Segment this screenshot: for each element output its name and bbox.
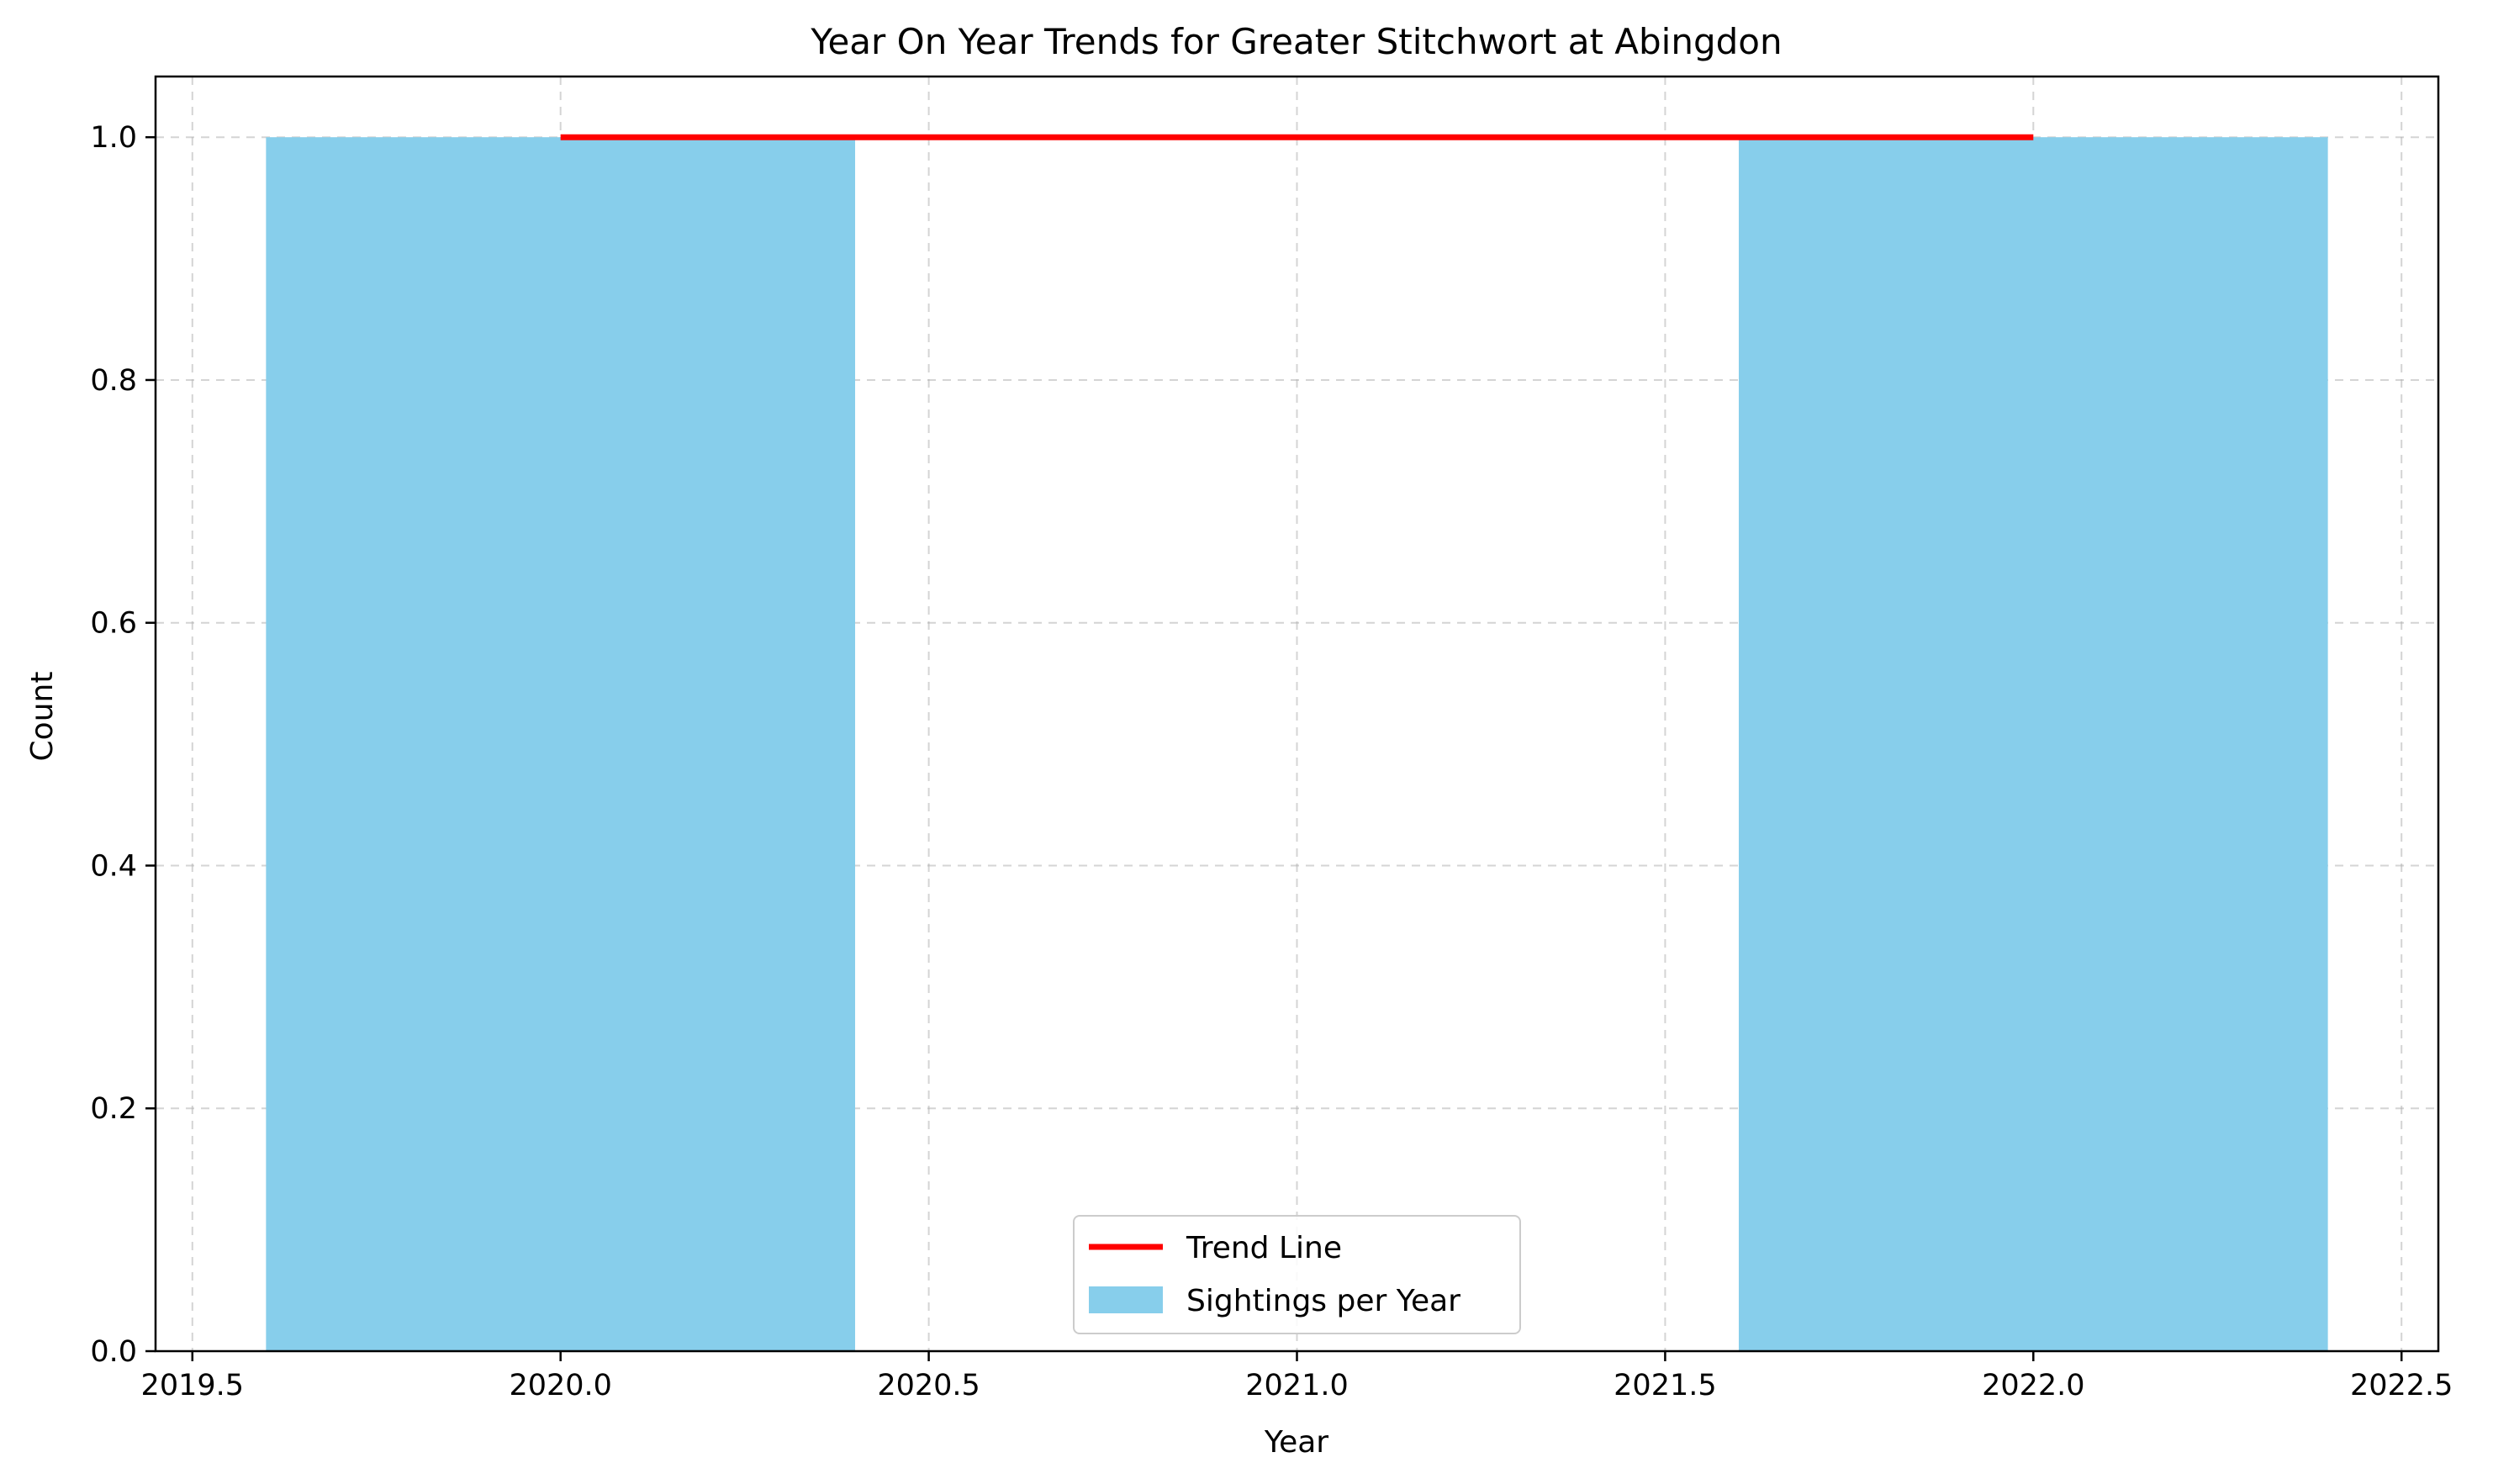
- x-tick-label-1: 2020.0: [509, 1369, 611, 1402]
- x-tick-label-4: 2021.5: [1614, 1369, 1716, 1402]
- y-axis-label: Count: [25, 672, 60, 762]
- x-tick-label-0: 2019.5: [141, 1369, 244, 1402]
- bar-2020: [266, 137, 856, 1352]
- y-axis-ticks: 0.0 0.2 0.4 0.6 0.8 1.0: [90, 121, 156, 1369]
- x-tick-label-5: 2022.0: [1982, 1369, 2084, 1402]
- y-tick-label-2: 0.4: [90, 849, 137, 883]
- legend-bar-swatch: [1089, 1286, 1163, 1313]
- chart-title: Year On Year Trends for Greater Stitchwo…: [810, 21, 1782, 62]
- x-axis-label: Year: [1264, 1425, 1328, 1460]
- y-tick-label-3: 0.6: [90, 607, 137, 641]
- y-tick-label-4: 0.8: [90, 364, 137, 398]
- bars: [266, 137, 2328, 1352]
- x-tick-label-6: 2022.5: [2350, 1369, 2453, 1402]
- x-tick-label-3: 2021.0: [1245, 1369, 1348, 1402]
- y-tick-label-5: 1.0: [90, 121, 137, 155]
- legend-label-sightings: Sightings per Year: [1186, 1284, 1460, 1318]
- legend-box: [1073, 1215, 1521, 1334]
- x-axis-ticks: 2019.5 2020.0 2020.5 2021.0 2021.5 2022.0 2022…: [141, 1351, 2453, 1402]
- y-tick-label-0: 0.0: [90, 1335, 137, 1369]
- bar-2022: [1738, 137, 2328, 1352]
- legend-label-trend-line: Trend Line: [1186, 1231, 1342, 1265]
- x-tick-label-2: 2020.5: [877, 1369, 980, 1402]
- legend: Trend Line Sightings per Year: [1073, 1215, 1521, 1334]
- y-tick-label-1: 0.2: [90, 1092, 137, 1126]
